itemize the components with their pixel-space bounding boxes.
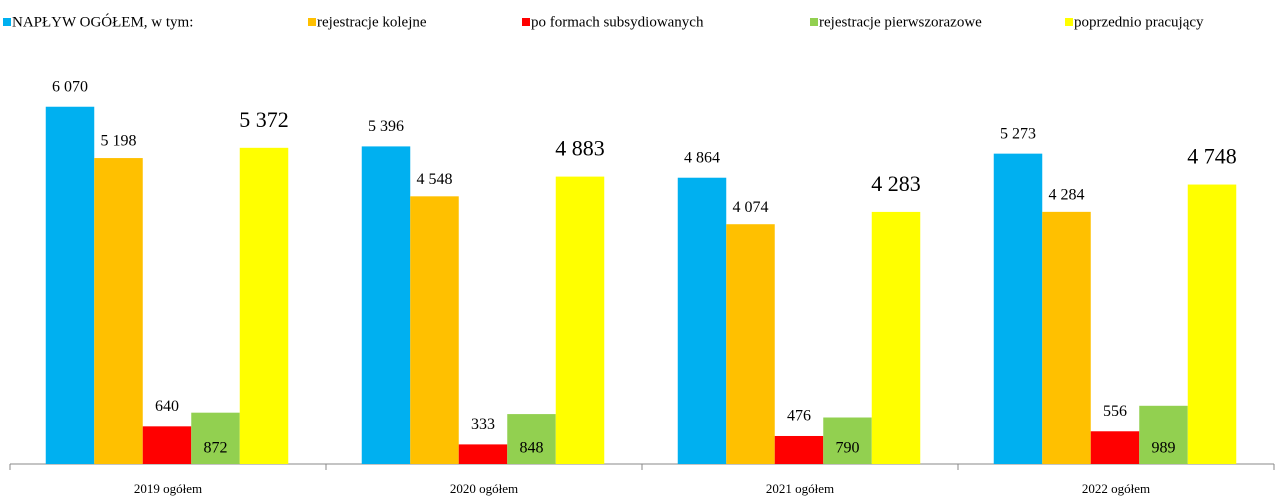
bar — [361, 146, 411, 464]
bar — [45, 106, 95, 464]
x-tick-label: 2020 ogółem — [450, 481, 518, 496]
legend-label: poprzednio pracujący — [1074, 14, 1204, 30]
bar — [94, 158, 143, 464]
bar — [726, 224, 775, 464]
value-label: 4 548 — [417, 171, 453, 188]
bar — [871, 211, 921, 464]
value-label: 6 070 — [52, 78, 88, 95]
bar — [677, 177, 727, 464]
bar — [239, 147, 289, 464]
value-label: 872 — [204, 440, 228, 457]
value-label: 5 396 — [368, 118, 404, 135]
legend-swatch — [308, 18, 316, 26]
legend-label: NAPŁYW OGÓŁEM, w tym: — [12, 13, 193, 30]
bar — [1042, 211, 1091, 464]
bar — [458, 444, 508, 464]
legend-swatch — [3, 18, 11, 26]
legend-label: rejestracje pierwszorazowe — [819, 14, 982, 30]
value-label: 5 372 — [239, 107, 289, 132]
x-tick-label: 2021 ogółem — [766, 481, 834, 496]
value-label: 333 — [471, 416, 495, 433]
value-label: 4 074 — [733, 199, 769, 216]
bar — [1090, 431, 1140, 464]
bar — [823, 417, 872, 464]
bar — [555, 176, 605, 464]
x-tick-label: 2022 ogółem — [1082, 481, 1150, 496]
value-label: 848 — [520, 440, 544, 457]
bar — [191, 412, 240, 464]
value-label: 476 — [787, 408, 811, 425]
value-label: 4 864 — [684, 149, 720, 166]
value-label: 556 — [1103, 403, 1127, 420]
value-label: 4 883 — [555, 136, 605, 161]
bar — [1139, 405, 1188, 464]
value-label: 790 — [836, 440, 860, 457]
bar — [142, 426, 192, 464]
legend-swatch — [1065, 18, 1073, 26]
legend-swatch — [522, 18, 530, 26]
legend-swatch — [810, 18, 818, 26]
bar — [774, 435, 824, 464]
legend-label: po formach subsydiowanych — [531, 14, 704, 30]
bar — [1187, 184, 1237, 465]
x-tick-label: 2019 ogółem — [134, 481, 202, 496]
value-label: 4 283 — [871, 171, 921, 196]
value-label: 4 748 — [1187, 144, 1237, 169]
bar — [410, 196, 459, 464]
value-label: 4 284 — [1049, 187, 1085, 204]
value-label: 989 — [1152, 440, 1176, 457]
value-label: 5 198 — [101, 133, 137, 150]
bar — [993, 153, 1043, 464]
legend-label: rejestracje kolejne — [317, 14, 427, 30]
bar — [507, 414, 556, 464]
value-label: 5 273 — [1000, 125, 1036, 142]
value-label: 640 — [155, 398, 179, 415]
